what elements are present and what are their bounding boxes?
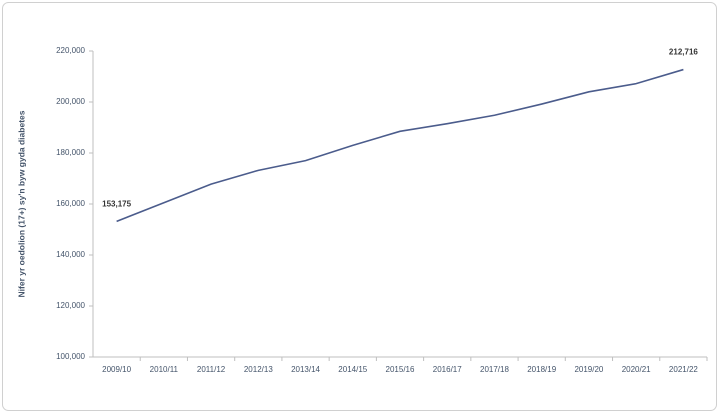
x-tick-label: 2019/20 <box>574 365 603 374</box>
x-tick-label: 2017/18 <box>480 365 509 374</box>
y-tick-label: 140,000 <box>56 250 85 259</box>
y-tick-label: 180,000 <box>56 148 85 157</box>
x-tick-label: 2013/14 <box>291 365 320 374</box>
y-tick-label: 120,000 <box>56 301 85 310</box>
x-tick-label: 2015/16 <box>386 365 415 374</box>
x-tick-label: 2012/13 <box>244 365 273 374</box>
x-tick-label: 2016/17 <box>433 365 462 374</box>
data-label: 212,716 <box>669 48 698 57</box>
x-tick-label: 2009/10 <box>102 365 131 374</box>
x-tick-label: 2021/22 <box>669 365 698 374</box>
line <box>116 68 684 223</box>
y-axis-title: Nifer yr oedolion (17+) sy'n byw gyda di… <box>16 110 26 297</box>
y-tick-label: 160,000 <box>56 199 85 208</box>
x-tick-label: 2010/11 <box>150 365 179 374</box>
y-tick-label: 220,000 <box>56 46 85 55</box>
x-tick-label: 2014/15 <box>338 365 367 374</box>
y-tick-label: 200,000 <box>56 97 85 106</box>
x-tick-label: 2011/12 <box>197 365 226 374</box>
y-tick-label: 100,000 <box>56 352 85 361</box>
x-tick-label: 2018/19 <box>527 365 556 374</box>
x-tick-label: 2020/21 <box>622 365 651 374</box>
data-label: 153,175 <box>102 200 131 209</box>
